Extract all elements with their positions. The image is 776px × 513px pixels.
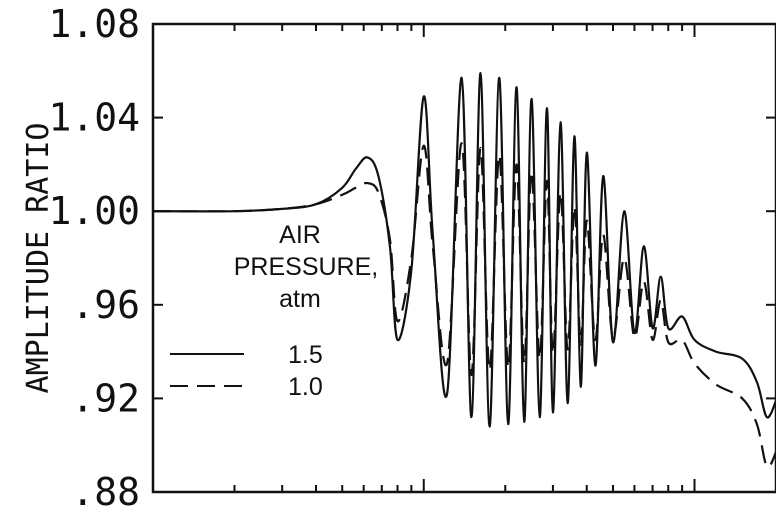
y-axis-label: AMPLITUDE RATIO (21, 123, 56, 394)
y-tick-label: 1.00 (48, 189, 140, 233)
legend-entry-1: 1.5 (288, 341, 323, 369)
legend-title-line-2: PRESSURE, (234, 253, 378, 281)
legend: AIR PRESSURE, atm 1.5 1.0 (170, 221, 378, 401)
legend-title-line-1: AIR (279, 221, 321, 249)
y-tick-label: 1.08 (48, 2, 140, 46)
legend-title-line-3: atm (279, 285, 321, 313)
y-tick-labels: 1.08 1.04 1.00 .96 .92 .88 (48, 2, 140, 513)
series-line-2 (152, 142, 776, 469)
legend-entry-2: 1.0 (288, 373, 323, 401)
y-tick-label: .88 (71, 470, 140, 513)
y-tick-label: 1.04 (48, 96, 140, 140)
y-tick-label: .92 (71, 376, 140, 420)
series-line-1 (152, 71, 776, 428)
plot-frame (151, 22, 776, 494)
y-tick-label: .96 (71, 283, 140, 327)
series-group (152, 71, 776, 469)
